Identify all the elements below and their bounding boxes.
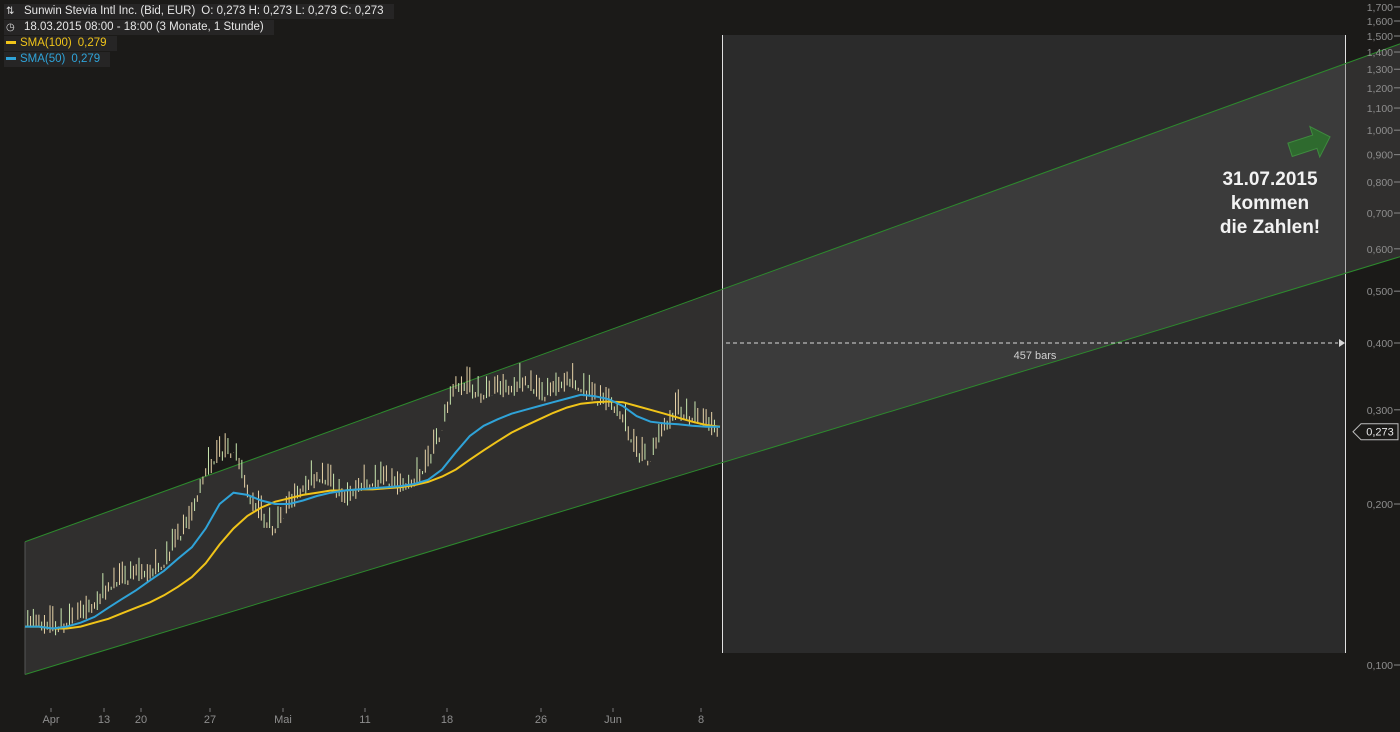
y-tick-label: 0,600 bbox=[1367, 244, 1393, 256]
sma50-swatch bbox=[6, 57, 16, 61]
x-tick-label: 20 bbox=[135, 714, 147, 726]
sma50-line bbox=[25, 393, 720, 630]
y-tick-label: 0,100 bbox=[1367, 660, 1393, 672]
annotation-text: 31.07.2015 kommen die Zahlen! bbox=[1200, 168, 1340, 240]
x-tick-label: 13 bbox=[98, 714, 110, 726]
x-tick-label: Apr bbox=[42, 714, 59, 726]
y-tick-label: 1,400 bbox=[1367, 47, 1393, 59]
sma50-label: SMA(50) bbox=[20, 53, 66, 65]
annotation-arrow-icon bbox=[1287, 125, 1331, 159]
period-header: ◷ 18.03.2015 08:00 - 18:00 (3 Monate, 1 S… bbox=[4, 20, 274, 35]
annotation-date: 31.07.2015 bbox=[1222, 169, 1318, 190]
channel-lower-line bbox=[24, 256, 1400, 675]
y-tick-label: 1,000 bbox=[1367, 125, 1393, 137]
x-tick-label: 26 bbox=[535, 714, 547, 726]
y-tick-label: 1,200 bbox=[1367, 83, 1393, 95]
instrument-header: ⇅ Sunwin Stevia Intl Inc. (Bid, EUR) O: 0,… bbox=[4, 4, 394, 19]
sma100-label: SMA(100) bbox=[20, 37, 72, 49]
y-tick-label: 0,300 bbox=[1367, 405, 1393, 417]
y-tick-label: 1,600 bbox=[1367, 16, 1393, 28]
annotation-line3: die Zahlen! bbox=[1219, 217, 1321, 238]
measure-arrowhead bbox=[1339, 339, 1345, 347]
y-tick-label: 0,500 bbox=[1367, 286, 1393, 298]
y-tick-label: 0,900 bbox=[1367, 150, 1393, 162]
y-tick-label: 1,700 bbox=[1367, 2, 1393, 14]
x-tick-label: 27 bbox=[204, 714, 216, 726]
clock-icon: ◷ bbox=[6, 22, 15, 33]
x-tick-label: 11 bbox=[359, 714, 370, 726]
sma100-legend[interactable]: SMA(100) 0,279 bbox=[4, 36, 117, 51]
measure-label: 457 bars bbox=[1014, 350, 1057, 362]
x-tick-label: 8 bbox=[698, 714, 704, 726]
sma50-value: 0,279 bbox=[71, 53, 101, 65]
instrument-name: Sunwin Stevia Intl Inc. (Bid, EUR) bbox=[24, 5, 196, 17]
last-price-label: 0,273 bbox=[1366, 427, 1394, 439]
y-tick-label: 1,100 bbox=[1367, 103, 1393, 115]
last-price-marker bbox=[1352, 423, 1399, 441]
y-tick-label: 0,800 bbox=[1367, 177, 1393, 189]
sma100-line bbox=[25, 400, 721, 630]
ohlc-values: O: 0,273 H: 0,273 L: 0,273 C: 0,273 bbox=[201, 5, 384, 17]
channel-upper-line bbox=[24, 43, 1400, 543]
y-tick-label: 0,200 bbox=[1367, 499, 1393, 511]
x-tick-label: 18 bbox=[441, 714, 453, 726]
y-tick-label: 0,400 bbox=[1367, 338, 1393, 350]
annotation-line2: kommen bbox=[1230, 193, 1310, 214]
y-tick-label: 1,300 bbox=[1367, 64, 1393, 76]
candlestick-icon: ⇅ bbox=[6, 6, 15, 17]
sma100-swatch bbox=[6, 41, 16, 45]
y-tick-label: 1,500 bbox=[1367, 31, 1393, 43]
x-tick-label: Mai bbox=[274, 714, 292, 726]
projection-area bbox=[722, 35, 1346, 653]
y-tick-label: 0,700 bbox=[1367, 208, 1393, 220]
sma100-value: 0,279 bbox=[77, 37, 107, 49]
x-tick-label: Jun bbox=[604, 714, 622, 726]
channel-fill bbox=[25, 43, 1400, 675]
period-text: 18.03.2015 08:00 - 18:00 (3 Monate, 1 St… bbox=[24, 21, 264, 33]
annotation-arrow-shape bbox=[1287, 125, 1331, 159]
sma50-legend[interactable]: SMA(50) 0,279 bbox=[4, 52, 111, 67]
